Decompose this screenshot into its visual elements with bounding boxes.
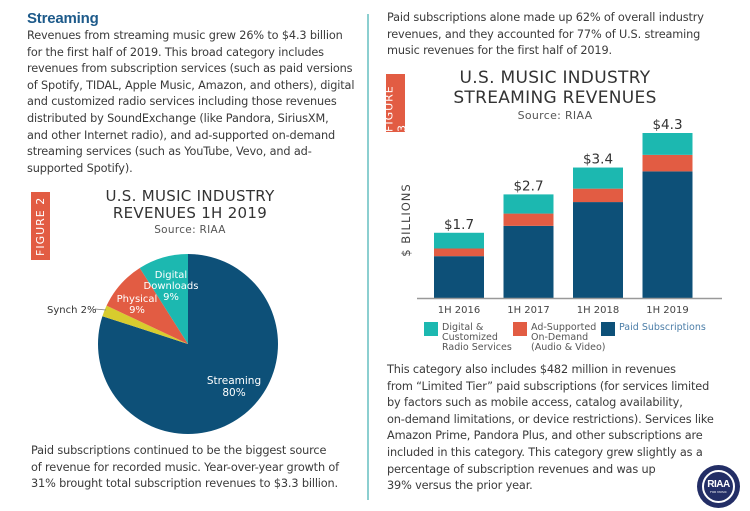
legend-label: Paid Subscriptions <box>619 322 706 333</box>
pie-label-physical: Physical <box>117 294 158 305</box>
column-divider <box>367 14 369 500</box>
text-line: and customized radio services including … <box>27 95 337 109</box>
pie-value-digital: 9% <box>163 292 179 303</box>
bar-segment-paid <box>434 256 484 298</box>
bar-total-label: $2.7 <box>513 178 543 194</box>
legend-label: Digital & <box>442 322 484 333</box>
text-line: Paid subscriptions alone made up 62% of … <box>387 11 704 24</box>
x-tick-label: 1H 2017 <box>507 305 550 316</box>
pie-slice-streaming <box>98 254 278 434</box>
legend-swatch <box>513 322 527 336</box>
legend-swatch <box>424 322 438 336</box>
section-heading: Streaming <box>27 10 99 27</box>
bar-chart-title-line-2: STREAMING REVENUES <box>453 88 657 108</box>
pie-value-physical: 9% <box>129 305 145 316</box>
pie-slice-physical <box>106 268 188 344</box>
text-line: music revenues for the first half of 201… <box>387 44 612 58</box>
x-tick-label: 1H 2019 <box>646 305 689 316</box>
bar-segment-digital <box>434 232 484 249</box>
bar-chart-source: Source: RIAA <box>517 109 593 122</box>
text-line: Paid subscriptions continued to be the b… <box>31 444 327 457</box>
bar-total-label: $4.3 <box>652 117 682 133</box>
text-line: 31% brought total subscription revenues … <box>31 477 339 491</box>
text-line: from “Limited Tier” paid subscriptions (… <box>387 379 710 393</box>
legend-label: (Audio & Video) <box>531 342 605 353</box>
pie-chart-title-line-2: REVENUES 1H 2019 <box>112 204 268 222</box>
synch-leader-line <box>94 308 107 311</box>
text-line: of Spotify, TIDAL, Apple Music, Amazon, … <box>27 78 355 92</box>
bar-total-label: $1.7 <box>444 217 474 233</box>
legend-label: On-Demand <box>531 332 588 343</box>
bar-chart-title-block: U.S. MUSIC INDUSTRY STREAMING REVENUES S… <box>435 68 675 124</box>
pie-slice-synch <box>102 305 188 344</box>
text-line: revenues, and they accounted for 77% of … <box>387 27 701 41</box>
riaa-logo: RIAA FOR MUSIC <box>697 465 740 508</box>
bar-segment-ad-supported <box>642 154 693 172</box>
bar-segment-paid <box>503 225 554 298</box>
bar-segment-ad-supported <box>503 213 554 226</box>
bar-segment-digital <box>642 133 693 155</box>
bar-segment-ad-supported <box>434 248 484 257</box>
text-line: and other Internet radio), and ad-suppor… <box>27 128 336 142</box>
pie-chart-source: Source: RIAA <box>154 224 226 236</box>
riaa-logo-ring: RIAA FOR MUSIC <box>702 470 735 503</box>
y-axis-label: $ BILLIONS <box>399 183 413 256</box>
pie-chart-title-block: U.S. MUSIC INDUSTRY REVENUES 1H 2019 Sou… <box>90 188 290 238</box>
text-line: percentage of subscription revenues and … <box>387 462 656 476</box>
x-tick-label: 1H 2016 <box>438 305 481 316</box>
subscriptions-paragraph: Paid subscriptions continued to be the b… <box>31 443 361 493</box>
bar-chart: $ BILLIONS $1.7 $2.7 $3.4 $4.3 1H 2016 1H 20… <box>399 117 722 353</box>
bar-total-label: $3.4 <box>583 152 613 168</box>
text-line: on-demand limitations, or device restric… <box>387 412 714 426</box>
pie-label-synch: Synch 2% <box>47 305 97 316</box>
pie-slice-digital-downloads <box>139 254 188 344</box>
text-line: by factors such as mobile access, catalo… <box>387 396 683 410</box>
text-line: This category also includes $482 million… <box>387 363 676 376</box>
left-column: Streaming Revenues from streaming music … <box>27 10 357 177</box>
streaming-intro-paragraph: Revenues from streaming music grew 26% t… <box>27 28 357 177</box>
text-line: 39% versus the prior year. <box>387 479 533 493</box>
pie-label-streaming: Streaming <box>207 375 261 387</box>
text-line: Amazon Prime, Pandora Plus, and other su… <box>387 429 703 443</box>
legend-label: Customized <box>442 332 498 343</box>
bar-segment-digital <box>503 194 554 214</box>
pie-label-digital-line-1: Digital <box>155 270 187 281</box>
pie-chart-title-line-1: U.S. MUSIC INDUSTRY <box>105 187 275 205</box>
pie-chart: Synch 2% Physical 9% Digital Downloads 9… <box>47 254 278 434</box>
legend-label: Ad-Supported <box>531 322 596 333</box>
legend-label: Radio Services <box>442 342 512 353</box>
limited-tier-paragraph: This category also includes $482 million… <box>387 362 737 495</box>
bar-segment-paid <box>642 171 693 298</box>
text-line: of revenue for recorded music. Year-over… <box>31 460 339 474</box>
text-line: supported Spotify). <box>27 161 133 175</box>
pie-value-streaming: 80% <box>222 387 245 399</box>
bar-chart-title-line-1: U.S. MUSIC INDUSTRY <box>459 68 651 88</box>
text-line: revenues from subscription services (suc… <box>27 62 353 76</box>
text-line: distributed by SoundExchange (like Pando… <box>27 111 329 125</box>
text-line: included in this category. This category… <box>387 445 703 459</box>
riaa-logo-subtext: FOR MUSIC <box>710 489 727 494</box>
paid-subscriptions-paragraph: Paid subscriptions alone made up 62% of … <box>387 10 737 60</box>
text-line: streaming services (such as YouTube, Vev… <box>27 145 312 159</box>
legend-swatch <box>601 322 615 336</box>
text-line: for the first half of 2019. This broad c… <box>27 45 324 59</box>
bar-segment-ad-supported <box>573 188 623 203</box>
x-tick-label: 1H 2018 <box>577 305 620 316</box>
bar-segment-paid <box>573 202 623 298</box>
text-line: Revenues from streaming music grew 26% t… <box>27 29 343 42</box>
bar-segment-digital <box>573 167 623 189</box>
pie-label-digital-line-2: Downloads <box>144 281 199 292</box>
riaa-logo-text: RIAA <box>707 478 730 490</box>
